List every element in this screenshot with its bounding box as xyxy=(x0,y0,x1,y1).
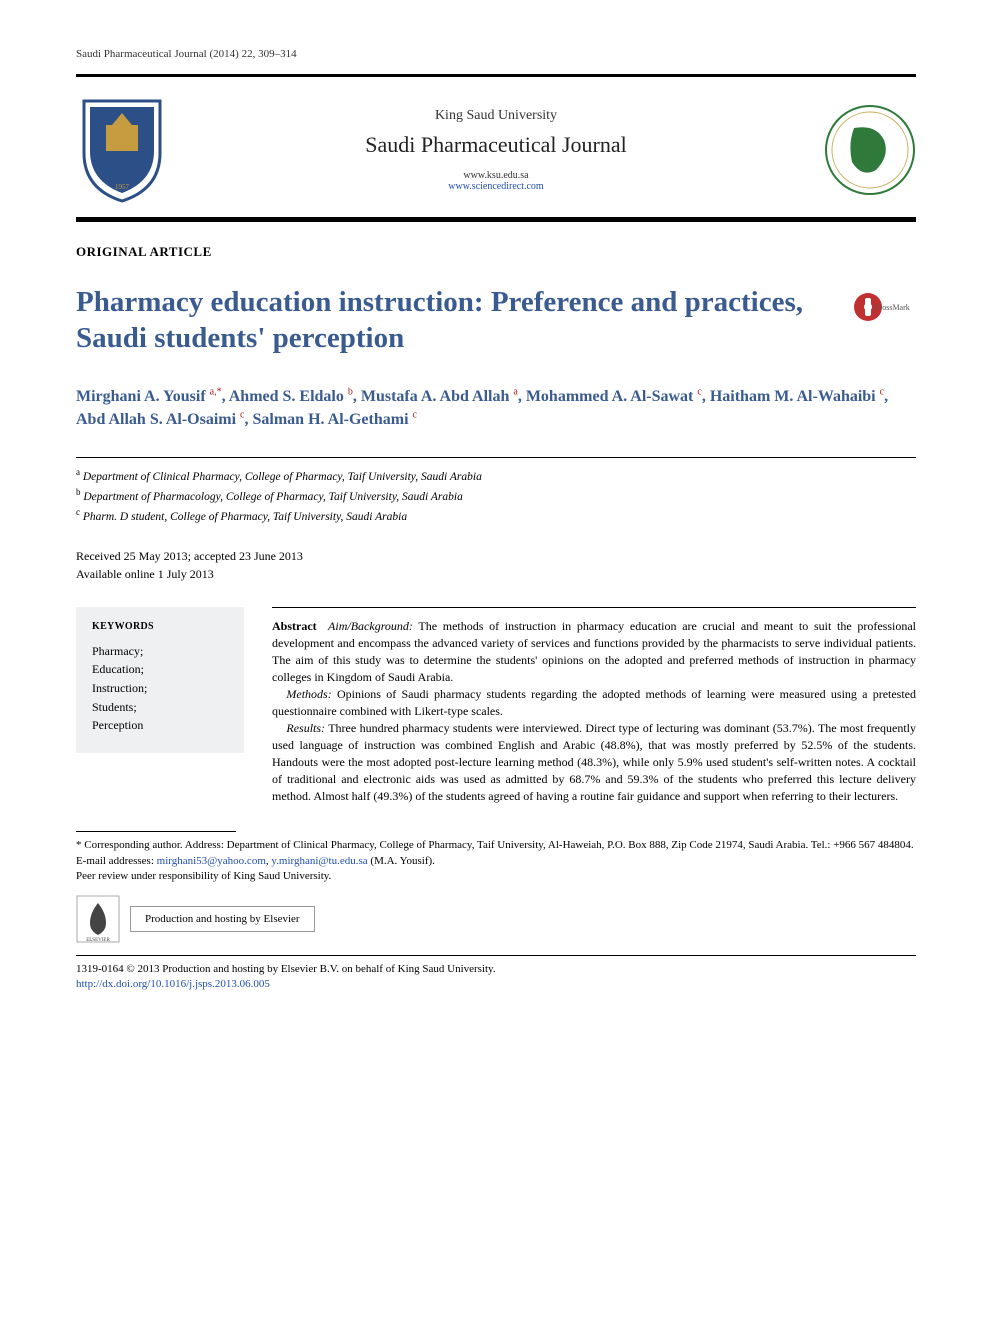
keyword: Perception xyxy=(92,716,228,735)
author: Mohammed A. Al-Sawat c xyxy=(526,388,702,405)
hosting-row: ELSEVIER Production and hosting by Elsev… xyxy=(76,895,916,943)
email-link-1[interactable]: mirghani53@yahoo.com xyxy=(157,855,266,867)
copyright-line: 1319-0164 © 2013 Production and hosting … xyxy=(76,962,916,977)
article-dates: Received 25 May 2013; accepted 23 June 2… xyxy=(76,548,916,583)
abstract-column: Abstract Aim/Background: The methods of … xyxy=(272,607,916,805)
correspondence-block: * Corresponding author. Address: Departm… xyxy=(76,838,916,885)
corresponding-author: * Corresponding author. Address: Departm… xyxy=(76,838,916,854)
affil-rule xyxy=(76,457,916,458)
hosting-box: Production and hosting by Elsevier xyxy=(130,906,315,932)
article-title: Pharmacy education instruction: Preferen… xyxy=(76,284,852,357)
keyword: Education; xyxy=(92,660,228,679)
dates-line-2: Available online 1 July 2013 xyxy=(76,566,916,583)
authors-block: Mirghani A. Yousif a,*, Ahmed S. Eldalo … xyxy=(76,385,916,431)
keywords-list: Pharmacy; Education; Instruction; Studen… xyxy=(92,642,228,735)
correspondence-emails: E-mail addresses: mirghani53@yahoo.com, … xyxy=(76,854,916,870)
abstract-container: KEYWORDS Pharmacy; Education; Instructio… xyxy=(76,607,916,805)
journal-center: King Saud University Saudi Pharmaceutica… xyxy=(168,108,824,192)
abstract-p1: Abstract Aim/Background: The methods of … xyxy=(272,618,916,686)
affiliation: c Pharm. D student, College of Pharmacy,… xyxy=(76,506,916,526)
author: Abd Allah S. Al-Osaimi c xyxy=(76,411,245,428)
keywords-box: KEYWORDS Pharmacy; Education; Instructio… xyxy=(76,607,244,753)
abstract-p3: Results: Three hundred pharmacy students… xyxy=(272,720,916,805)
author: Mirghani A. Yousif a,* xyxy=(76,388,222,405)
saudi-pharm-society-logo xyxy=(824,100,916,200)
keyword: Students; xyxy=(92,698,228,717)
abstract-rule xyxy=(272,607,916,608)
svg-text:1957: 1957 xyxy=(115,183,130,191)
crossmark-badge[interactable]: CrossMark xyxy=(852,290,916,332)
affiliation: b Department of Pharmacology, College of… xyxy=(76,486,916,506)
running-head: Saudi Pharmaceutical Journal (2014) 22, … xyxy=(76,48,916,60)
abstract-text: Abstract Aim/Background: The methods of … xyxy=(272,618,916,805)
head-bottom-rule xyxy=(76,217,916,222)
copyright-block: 1319-0164 © 2013 Production and hosting … xyxy=(76,962,916,993)
elsevier-tree-logo: ELSEVIER xyxy=(76,895,120,943)
journal-name: Saudi Pharmaceutical Journal xyxy=(184,132,808,158)
final-rule xyxy=(76,955,916,956)
keywords-heading: KEYWORDS xyxy=(92,621,228,632)
doi-link[interactable]: http://dx.doi.org/10.1016/j.jsps.2013.06… xyxy=(76,977,916,992)
affiliations: a Department of Clinical Pharmacy, Colle… xyxy=(76,466,916,526)
correspondence-rule xyxy=(76,831,236,832)
keyword: Instruction; xyxy=(92,679,228,698)
journal-header: 1957 King Saud University Saudi Pharmace… xyxy=(76,89,916,217)
author: Haitham M. Al-Wahaibi c xyxy=(710,388,884,405)
author: Mustafa A. Abd Allah a xyxy=(361,388,518,405)
article-type: ORIGINAL ARTICLE xyxy=(76,244,916,260)
top-rule xyxy=(76,74,916,77)
publisher-name: King Saud University xyxy=(184,108,808,124)
author: Salman H. Al-Gethami c xyxy=(253,411,417,428)
affiliation: a Department of Clinical Pharmacy, Colle… xyxy=(76,466,916,486)
journal-url-2[interactable]: www.sciencedirect.com xyxy=(184,181,808,192)
email-link-2[interactable]: y.mirghani@tu.edu.sa xyxy=(271,855,367,867)
title-row: Pharmacy education instruction: Preferen… xyxy=(76,284,916,385)
abstract-p2: Methods: Opinions of Saudi pharmacy stud… xyxy=(272,686,916,720)
journal-url-1[interactable]: www.ksu.edu.sa xyxy=(184,170,808,181)
svg-text:CrossMark: CrossMark xyxy=(874,303,910,312)
svg-text:ELSEVIER: ELSEVIER xyxy=(86,938,110,943)
peer-review-note: Peer review under responsibility of King… xyxy=(76,869,916,885)
ksu-shield-logo: 1957 xyxy=(76,95,168,205)
dates-line-1: Received 25 May 2013; accepted 23 June 2… xyxy=(76,548,916,565)
author: Ahmed S. Eldalo b xyxy=(229,388,353,405)
keyword: Pharmacy; xyxy=(92,642,228,661)
